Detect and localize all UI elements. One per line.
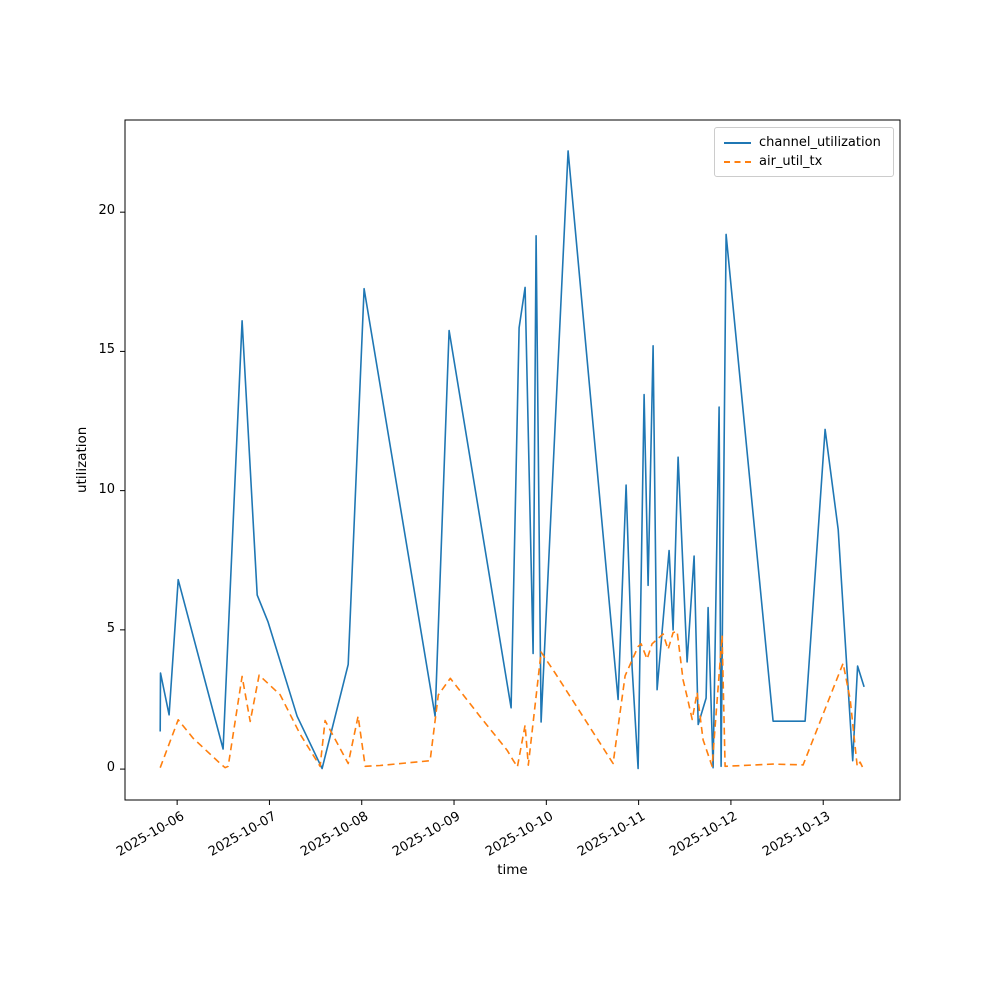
legend-label-air-util-tx: air_util_tx <box>759 154 823 169</box>
y-tick-label: 15 <box>98 342 115 358</box>
legend-item-channel-utilization: channel_utilization <box>724 133 884 152</box>
y-axis-title: utilization <box>74 426 90 494</box>
legend-item-air-util-tx: air_util_tx <box>724 152 884 171</box>
legend-dashed-line-icon <box>724 160 751 163</box>
x-axis-title: time <box>497 862 528 878</box>
legend-solid-line-icon <box>724 141 751 144</box>
y-tick-label: 5 <box>106 620 115 636</box>
y-tick-label: 10 <box>98 481 115 497</box>
y-tick-label: 20 <box>98 203 115 219</box>
legend-label-channel-utilization: channel_utilization <box>759 135 881 150</box>
y-tick-label: 0 <box>106 760 115 776</box>
legend: channel_utilization air_util_tx <box>714 127 894 177</box>
